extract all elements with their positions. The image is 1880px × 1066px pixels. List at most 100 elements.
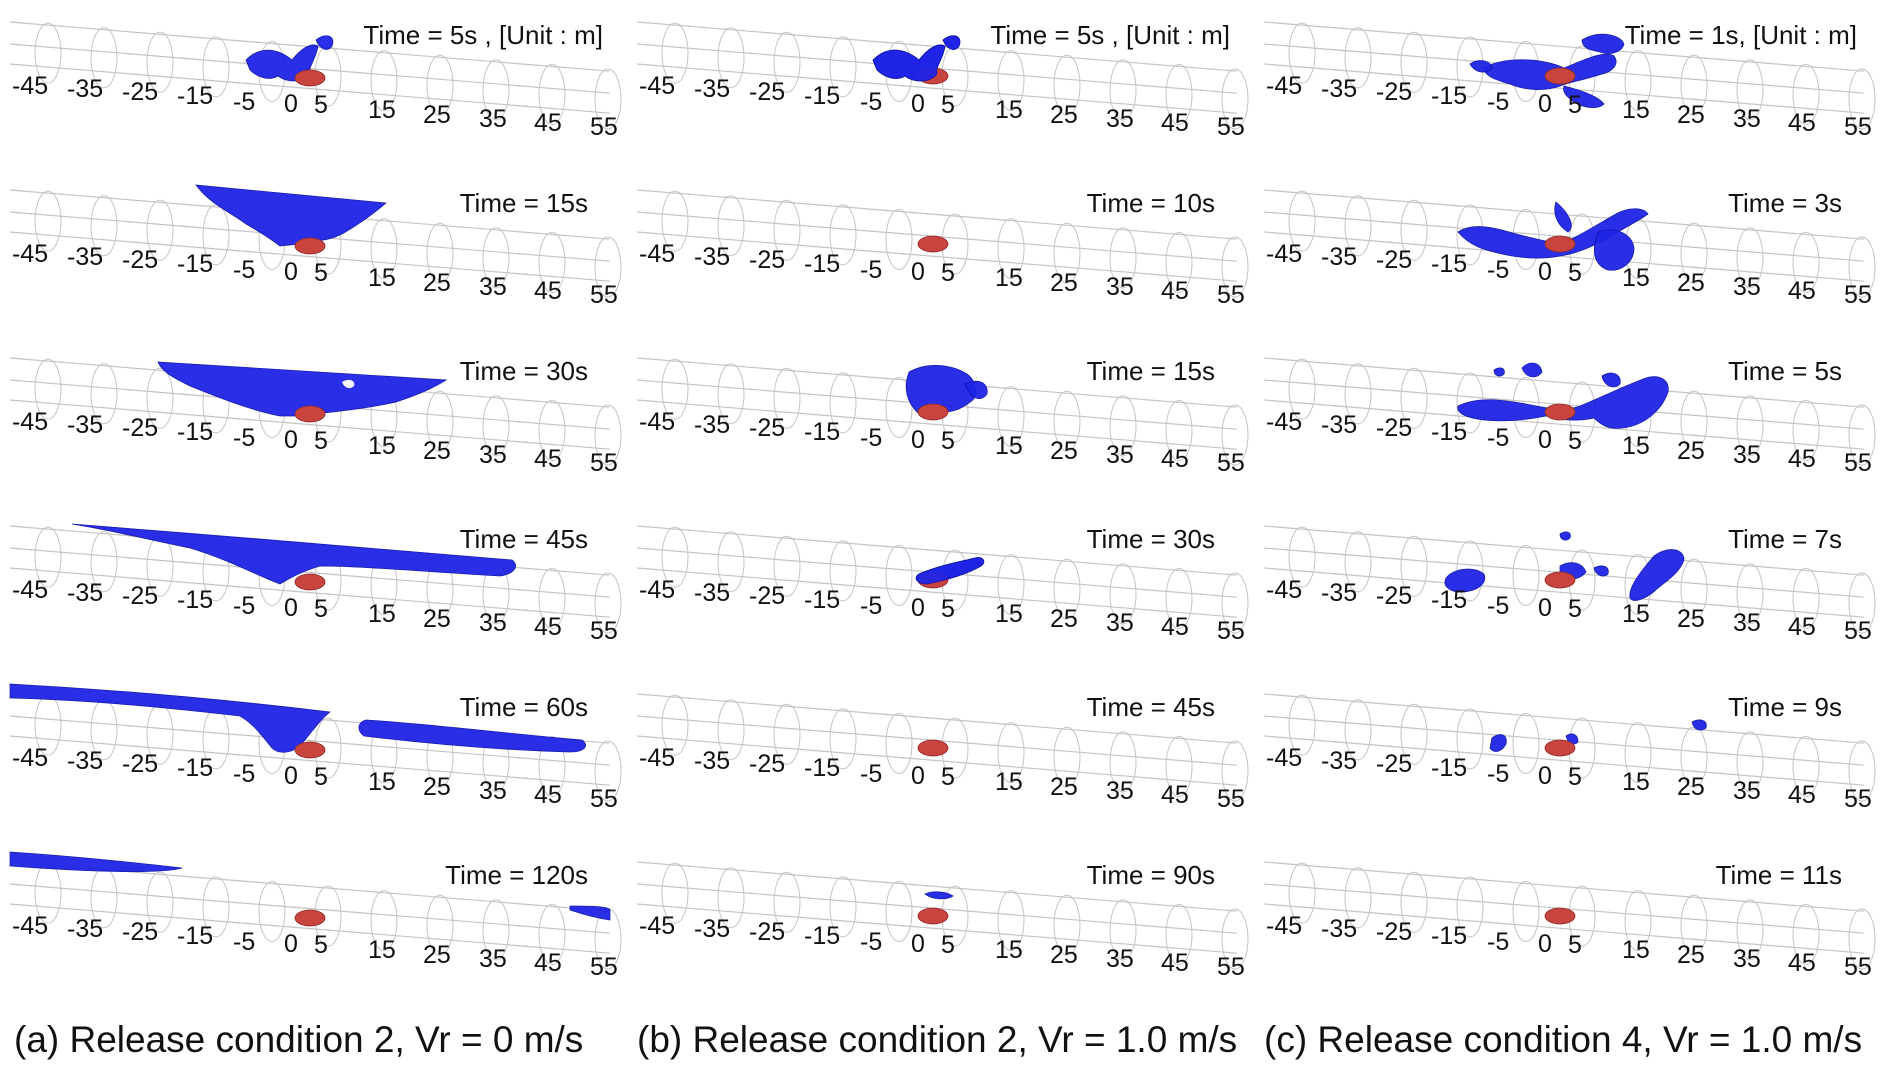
leak-source: [294, 237, 326, 255]
pipe-ring-10: [1792, 63, 1820, 125]
pipe-ring-11: [1848, 572, 1876, 634]
pipe-ring-2: [1344, 363, 1372, 425]
frame-2-6: -45 -35 -25 -15 -5 0 5 15 25 35 45 55 Time = 90s: [636, 860, 1249, 981]
tick-label-9: 25: [1677, 437, 1705, 465]
tick-label-8: 15: [368, 264, 396, 292]
gas-cloud-2: [569, 905, 611, 921]
tick-label-11: 45: [1161, 445, 1189, 473]
pipe-ring-8: [1680, 222, 1708, 284]
pipe-ring-5: [258, 880, 286, 942]
pipe-ring-11: [1848, 68, 1876, 130]
tick-label-3: -25: [122, 582, 158, 610]
gas-cloud-3: [1594, 229, 1635, 271]
pipe-line-3: [636, 903, 1238, 954]
pipe-ring-4: [202, 876, 230, 938]
gas-cloud-2: [1691, 719, 1707, 731]
pipe-ring-2: [90, 531, 118, 593]
frame-3-5: -45 -35 -25 -15 -5 0 5 15 25 35 45 55 Time = 9s: [1263, 692, 1876, 813]
tick-label-12: 55: [590, 449, 618, 477]
tick-label-11: 45: [1161, 949, 1189, 977]
pipe-ring-10: [538, 231, 566, 293]
pipe-ring-5: [885, 544, 913, 606]
time-label: Time = 45s: [460, 524, 588, 554]
pipe-line-3: [1263, 903, 1865, 954]
pipe-ring-5: [885, 880, 913, 942]
tick-label-7: 5: [1568, 931, 1582, 959]
time-label: Time = 3s: [1728, 188, 1842, 218]
leak-source: [1544, 67, 1576, 85]
tick-label-12: 55: [590, 281, 618, 309]
tick-label-5: -5: [860, 760, 882, 788]
tick-label-2: -35: [67, 75, 103, 103]
time-label: Time = 120s: [445, 860, 588, 890]
tick-label-8: 15: [1622, 264, 1650, 292]
pipe-ring-1: [1288, 190, 1316, 252]
pipe-line-3: [9, 567, 611, 618]
tick-label-3: -25: [749, 582, 785, 610]
tick-label-1: -45: [1266, 408, 1302, 436]
pipe-line-2: [9, 547, 611, 598]
tick-label-4: -15: [804, 82, 840, 110]
pipe-ring-4: [1456, 708, 1484, 770]
pipe-ring-7: [370, 50, 398, 112]
tick-label-6: 0: [1538, 426, 1552, 454]
pipe-ring-10: [1165, 399, 1193, 461]
tick-label-11: 45: [1161, 277, 1189, 305]
tick-label-11: 45: [534, 277, 562, 305]
pipe-ring-10: [538, 399, 566, 461]
tick-label-4: -15: [804, 250, 840, 278]
pipe-ring-1: [1288, 22, 1316, 84]
tick-label-5: -5: [233, 88, 255, 116]
tick-label-5: -5: [1487, 424, 1509, 452]
tick-label-10: 35: [479, 273, 507, 301]
pipe-line-1: [1263, 861, 1865, 912]
tick-label-1: -45: [1266, 912, 1302, 940]
pipe-ring-9: [1109, 59, 1137, 121]
tick-label-6: 0: [911, 594, 925, 622]
pipe-ring-8: [1680, 558, 1708, 620]
tick-label-4: -15: [804, 586, 840, 614]
tick-label-8: 15: [1622, 936, 1650, 964]
tick-label-7: 5: [1568, 595, 1582, 623]
pipe-line-3: [636, 231, 1238, 282]
leak-source: [1544, 235, 1576, 253]
frame-3-3: -45 -35 -25 -15 -5 0 5 15 25 35 45 55 Time = 5s: [1263, 356, 1876, 477]
tick-label-5: -5: [1487, 928, 1509, 956]
tick-label-2: -35: [694, 747, 730, 775]
tick-label-1: -45: [1266, 72, 1302, 100]
pipe-ring-2: [717, 195, 745, 257]
pipe-ring-9: [1736, 395, 1764, 457]
tick-label-6: 0: [284, 90, 298, 118]
tick-label-11: 45: [1161, 109, 1189, 137]
frame-1-1: -45 -35 -25 -15 -5 0 5 15 25 35 45 55 Time = 5s , [U…: [9, 20, 622, 141]
pipe-line-1: [636, 189, 1238, 240]
tick-label-6: 0: [284, 930, 298, 958]
tick-label-3: -25: [1376, 78, 1412, 106]
pipe-ring-2: [90, 195, 118, 257]
pipe-ring-9: [1109, 227, 1137, 289]
pipe-line-3: [636, 399, 1238, 450]
tick-label-7: 5: [941, 259, 955, 287]
pipe-ring-8: [426, 222, 454, 284]
pipe-ring-2: [1344, 699, 1372, 761]
tick-label-10: 35: [1733, 609, 1761, 637]
pipe-ring-7: [997, 722, 1025, 784]
tick-label-4: -15: [1431, 922, 1467, 950]
tick-label-4: -15: [804, 922, 840, 950]
tick-label-11: 45: [1788, 613, 1816, 641]
pipe-ring-9: [1736, 227, 1764, 289]
tick-label-11: 45: [1788, 781, 1816, 809]
time-label: Time = 5s , [Unit : m]: [990, 20, 1230, 50]
tick-label-10: 35: [1733, 441, 1761, 469]
gas-cloud-1: [9, 683, 331, 753]
pipe-ring-5: [885, 376, 913, 438]
tick-label-9: 25: [423, 605, 451, 633]
tick-label-10: 35: [1733, 105, 1761, 133]
tick-label-4: -15: [1431, 754, 1467, 782]
gas-cloud-1: [915, 557, 985, 585]
tick-label-8: 15: [995, 432, 1023, 460]
tick-label-12: 55: [1217, 281, 1245, 309]
pipe-ring-11: [1221, 740, 1249, 802]
